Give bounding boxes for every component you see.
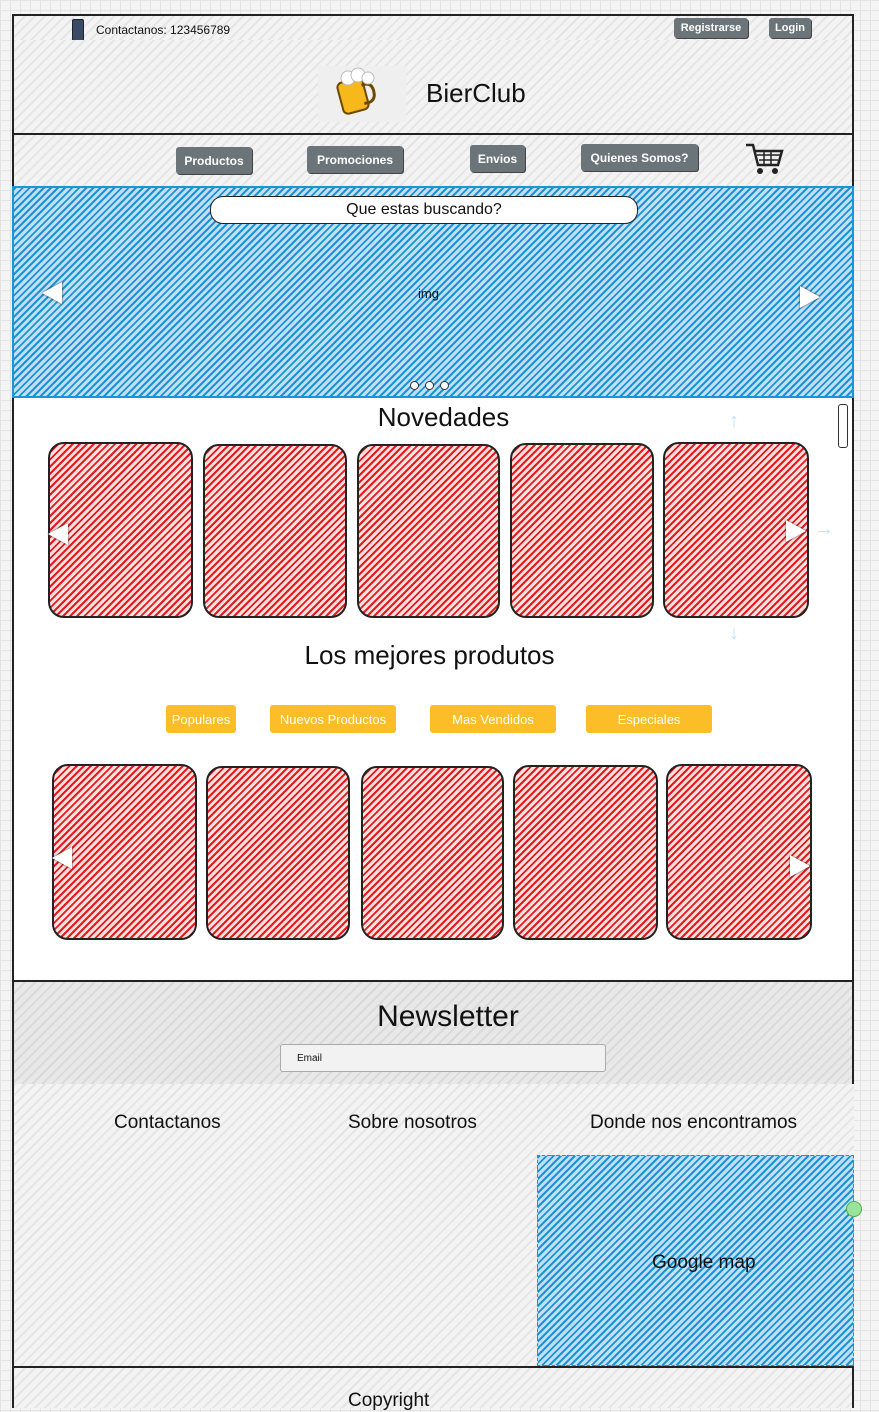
footer-contactanos[interactable]: Contactanos	[114, 1112, 221, 1133]
hero-prev-arrow-icon[interactable]	[42, 282, 62, 304]
top-bar: Contactanos: 123456789 Registrarse Login	[12, 14, 854, 42]
shopping-cart-icon[interactable]	[744, 141, 784, 182]
carousel-dots	[410, 381, 449, 390]
resize-handle-down-icon[interactable]: ↓	[729, 622, 739, 644]
tab-nuevos-productos[interactable]: Nuevos Productos	[270, 705, 396, 733]
google-map[interactable]: Google map	[537, 1155, 854, 1366]
best-product-card[interactable]	[52, 764, 197, 940]
hero-image-label: img	[418, 286, 439, 301]
email-field[interactable]: Email	[280, 1044, 606, 1072]
newsletter-section: Newsletter Email	[12, 980, 854, 1086]
novedades-title: Novedades	[377, 402, 510, 432]
best-product-card[interactable]	[206, 766, 350, 940]
footer-donde-nos-encontramos[interactable]: Donde nos encontramos	[590, 1112, 798, 1133]
footer-sobre-nosotros[interactable]: Sobre nosotros	[348, 1112, 477, 1133]
register-button[interactable]: Registrarse	[674, 18, 748, 38]
novedades-next-arrow-icon[interactable]	[786, 520, 806, 542]
copyright-text: Copyright	[348, 1390, 430, 1411]
google-map-label: Google map	[652, 1252, 756, 1273]
resize-handle-up-icon[interactable]: ↑	[729, 410, 739, 432]
best-product-card[interactable]	[513, 765, 658, 940]
contact-phone-text: Contactanos: 123456789	[96, 23, 231, 37]
scrollbar-thumb[interactable]	[838, 404, 848, 448]
tab-mas-vendidos[interactable]: Mas Vendidos	[430, 705, 556, 733]
copyright-bar: Copyright	[12, 1366, 854, 1411]
brand-header: BierClub	[12, 40, 854, 136]
novedades-product-card[interactable]	[663, 442, 809, 618]
map-handle-dot[interactable]	[846, 1201, 862, 1217]
hero-next-arrow-icon[interactable]	[800, 286, 820, 308]
search-input[interactable]: Que estas buscando?	[210, 196, 638, 224]
main-nav: Productos Promociones Envios Quienes Som…	[12, 133, 854, 188]
novedades-prev-arrow-icon[interactable]	[48, 523, 68, 545]
carousel-dot[interactable]	[425, 381, 434, 390]
novedades-product-card[interactable]	[357, 444, 500, 618]
tab-populares[interactable]: Populares	[166, 705, 236, 733]
phone-icon	[72, 19, 84, 41]
resize-handle-right-icon[interactable]: →	[814, 518, 834, 540]
best-products-title: Los mejores produtos	[304, 640, 555, 670]
brand-name[interactable]: BierClub	[426, 78, 526, 108]
tab-especiales[interactable]: Especiales	[586, 705, 712, 733]
nav-promociones[interactable]: Promociones	[307, 146, 403, 173]
newsletter-title: Newsletter	[377, 1000, 519, 1033]
best-next-arrow-icon[interactable]	[790, 855, 810, 877]
carousel-dot[interactable]	[440, 381, 449, 390]
login-button[interactable]: Login	[769, 18, 811, 38]
best-product-card[interactable]	[361, 766, 504, 940]
novedades-product-card[interactable]	[510, 443, 654, 618]
hero-carousel[interactable]: Que estas buscando? img	[12, 186, 854, 398]
beer-logo-icon[interactable]	[318, 66, 406, 122]
nav-envios[interactable]: Envios	[470, 145, 525, 172]
novedades-product-card[interactable]	[203, 444, 347, 618]
nav-productos[interactable]: Productos	[176, 147, 252, 174]
best-product-card[interactable]	[666, 764, 812, 940]
novedades-product-card[interactable]	[48, 442, 193, 618]
nav-quienes-somos[interactable]: Quienes Somos?	[581, 144, 698, 171]
carousel-dot[interactable]	[410, 381, 419, 390]
best-prev-arrow-icon[interactable]	[52, 847, 72, 869]
